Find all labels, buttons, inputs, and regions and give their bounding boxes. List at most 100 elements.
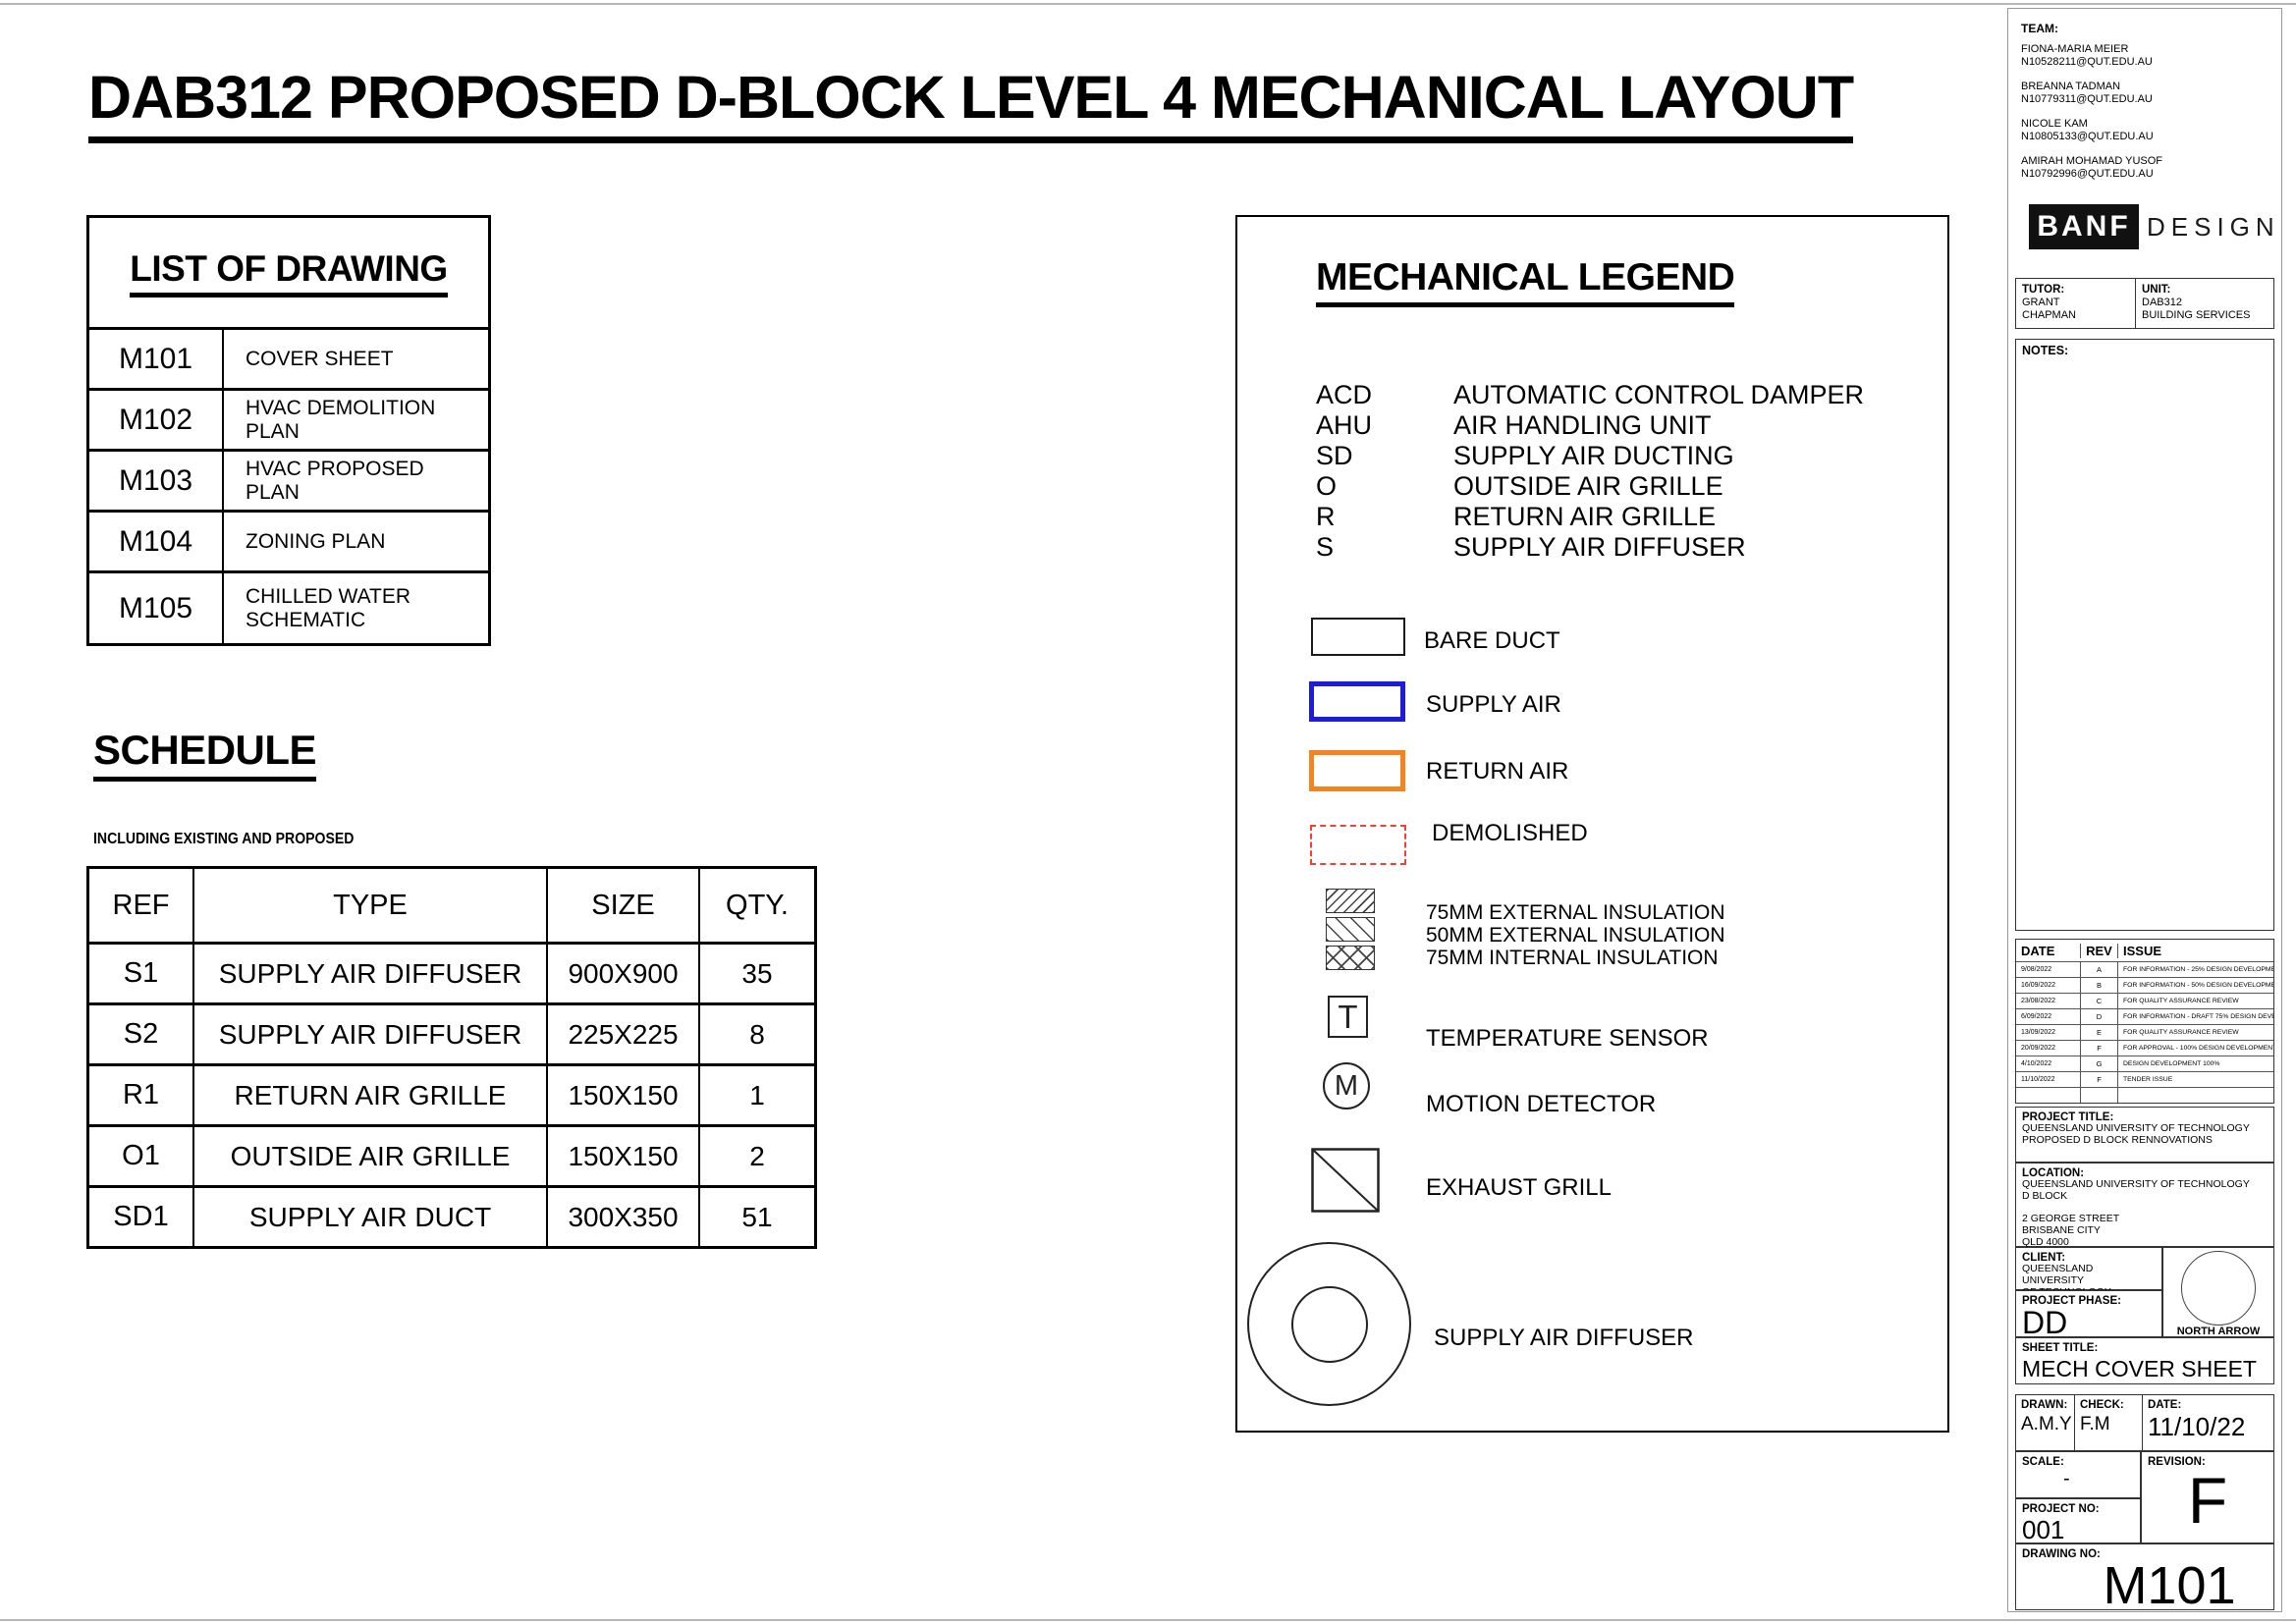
member-name: BREANNA TADMAN — [2021, 81, 2121, 92]
client-box: CLIENT: QUEENSLAND UNIVERSITY OF TECHNOL… — [2015, 1247, 2162, 1298]
diffuser-inner-circle — [1290, 1285, 1368, 1363]
project-title-value: QUEENSLAND UNIVERSITY OF TECHNOLOGY PROP… — [2022, 1122, 2250, 1146]
tutor-value: GRANT CHAPMAN — [2022, 297, 2077, 321]
north-arrow-label: NORTH ARROW — [2176, 1326, 2261, 1337]
table-row: 9/08/2022 A FOR INFORMATION - 25% DESIGN… — [2016, 961, 2273, 977]
drawing-name-cell: HVAC DEMOLITION PLAN — [246, 396, 436, 443]
member-email: N10528211@QUT.EDU.AU — [2021, 55, 2153, 68]
drawing-ref-cell: M105 — [89, 573, 224, 643]
type-cell: OUTSIDE AIR GRILLE — [194, 1127, 548, 1185]
revision-issue-cell: FOR INFORMATION - 25% DESIGN DEVELOPMENT… — [2123, 966, 2273, 973]
location-value: QUEENSLAND UNIVERSITY OF TECHNOLOGY D BL… — [2022, 1178, 2250, 1248]
column-header-type: TYPE — [194, 869, 548, 942]
column-header-ref: REF — [89, 869, 194, 942]
schedule-heading: SCHEDULE — [93, 727, 317, 782]
team-member: BREANNA TADMAN N10779311@QUT.EDU.AU — [2021, 81, 2267, 105]
abbreviation: S — [1316, 532, 1335, 562]
table-row: 23/08/2022 C FOR QUALITY ASSURANCE REVIE… — [2016, 993, 2273, 1008]
motion-detector-label: MOTION DETECTOR — [1426, 1091, 1657, 1117]
table-row: M103 HVAC PROPOSED PLAN — [86, 452, 491, 513]
abbreviation: ACD — [1316, 380, 1373, 409]
revision-issue-cell — [2118, 1088, 2273, 1103]
revision-date-cell: 16/09/2022 — [2016, 978, 2081, 993]
table-row: 6/09/2022 D FOR INFORMATION - DRAFT 75% … — [2016, 1008, 2273, 1024]
drawn-cell: DRAWN: A.M.Y — [2016, 1395, 2074, 1450]
revision-box: REVISION: F — [2141, 1451, 2274, 1543]
logo-secondary: DESIGN — [2147, 211, 2280, 242]
abbreviation-row: SD SUPPLY AIR DUCTING — [1316, 441, 1864, 471]
check-value: F.M — [2080, 1414, 2110, 1435]
revisions-rows: 9/08/2022 A FOR INFORMATION - 25% DESIGN… — [2016, 961, 2273, 1103]
revision-date-cell: 11/10/2022 — [2016, 1072, 2081, 1087]
schedule-header-row: REF TYPE SIZE QTY. — [86, 866, 817, 945]
member-email: N10792996@QUT.EDU.AU — [2021, 167, 2154, 180]
qty-cell: 8 — [749, 1018, 765, 1050]
unit-cell: UNIT: DAB312 BUILDING SERVICES — [2136, 279, 2256, 328]
abbreviation: SD — [1316, 441, 1353, 470]
legend-heading: MECHANICAL LEGEND — [1316, 256, 1735, 307]
drawing-ref-cell: M101 — [89, 330, 224, 388]
team-member: AMIRAH MOHAMAD YUSOF N10792996@QUT.EDU.A… — [2021, 155, 2267, 180]
project-phase-box: PROJECT PHASE: DD — [2015, 1290, 2162, 1338]
table-row: M104 ZONING PLAN — [86, 513, 491, 573]
banf-design-logo: BANF DESIGN — [2029, 204, 2280, 249]
project-phase-label: PROJECT PHASE: — [2022, 1295, 2121, 1307]
supply-air-symbol — [1309, 681, 1405, 722]
revision-rev-cell: B — [2081, 978, 2118, 993]
revision-rev-cell: A — [2081, 962, 2118, 977]
revision-date-cell: 4/10/2022 — [2016, 1056, 2081, 1071]
ref-cell: O1 — [89, 1127, 194, 1185]
titleblock-frame — [2007, 8, 2282, 1612]
demolished-label: DEMOLISHED — [1432, 820, 1588, 846]
project-no-label: PROJECT NO: — [2022, 1503, 2100, 1515]
ref-cell: SD1 — [89, 1188, 194, 1246]
temperature-sensor-symbol: T — [1328, 996, 1368, 1038]
drawing-no-value: M101 — [2103, 1556, 2236, 1615]
abbreviation-description: SUPPLY AIR DIFFUSER — [1453, 532, 1746, 562]
team-members: FIONA-MARIA MEIER N10528211@QUT.EDU.AU B… — [2021, 43, 2267, 180]
revision-rev-cell: C — [2081, 994, 2118, 1008]
supply-air-diffuser-symbol — [1247, 1242, 1411, 1406]
location-label: LOCATION: — [2022, 1167, 2085, 1179]
exhaust-grill-label: EXHAUST GRILL — [1426, 1174, 1612, 1201]
revision-rev-cell — [2081, 1088, 2118, 1103]
motion-detector-symbol: M — [1323, 1062, 1370, 1110]
abbreviation-description: AIR HANDLING UNIT — [1453, 410, 1712, 440]
abbreviation-description: AUTOMATIC CONTROL DAMPER — [1453, 380, 1865, 409]
drawing-name-cell: COVER SHEET — [246, 347, 394, 370]
column-header-size: SIZE — [548, 869, 700, 942]
abbreviation-row: ACD AUTOMATIC CONTROL DAMPER — [1316, 380, 1864, 410]
qty-cell: 51 — [741, 1201, 773, 1232]
revision-issue-cell: DESIGN DEVELOPMENT 100% — [2123, 1060, 2220, 1067]
ref-cell: S1 — [89, 945, 194, 1002]
revision-issue-cell: TENDER ISSUE — [2123, 1076, 2173, 1083]
return-air-symbol — [1309, 750, 1405, 791]
revision-issue-cell: FOR INFORMATION - 50% DESIGN DEVELOPMENT… — [2123, 982, 2273, 989]
revision-issue-cell: FOR INFORMATION - DRAFT 75% DESIGN DEVEL… — [2123, 1013, 2273, 1020]
drawing-ref-cell: M103 — [89, 452, 224, 510]
scale-label: SCALE: — [2022, 1456, 2064, 1468]
demolished-symbol — [1310, 825, 1406, 865]
table-row: 16/09/2022 B FOR INFORMATION - 50% DESIG… — [2016, 977, 2273, 993]
team-block: TEAM: FIONA-MARIA MEIER N10528211@QUT.ED… — [2021, 22, 2267, 192]
drawn-check-date-row: DRAWN: A.M.Y CHECK: F.M DATE: 11/10/22 — [2015, 1394, 2274, 1451]
insulation-75mm-external-symbol — [1326, 889, 1375, 913]
insulation-labels: 75MM EXTERNAL INSULATION 50MM EXTERNAL I… — [1426, 901, 1725, 969]
member-name: FIONA-MARIA MEIER — [2021, 43, 2129, 55]
revision-date-cell: 6/09/2022 — [2016, 1009, 2081, 1024]
type-cell: SUPPLY AIR DIFFUSER — [194, 1005, 548, 1063]
member-name: AMIRAH MOHAMAD YUSOF — [2021, 155, 2163, 167]
table-row: SD1 SUPPLY AIR DUCT 300X350 51 — [86, 1188, 817, 1249]
drawing-name-cell: ZONING PLAN — [246, 529, 386, 553]
check-cell: CHECK: F.M — [2074, 1395, 2142, 1450]
abbreviation-description: SUPPLY AIR DUCTING — [1453, 441, 1734, 470]
member-email: N10779311@QUT.EDU.AU — [2021, 92, 2153, 105]
revision-label: REVISION: — [2148, 1456, 2206, 1468]
table-row: S1 SUPPLY AIR DIFFUSER 900X900 35 — [86, 945, 817, 1005]
abbreviation-row: O OUTSIDE AIR GRILLE — [1316, 471, 1864, 502]
drawing-name-cell: CHILLED WATER SCHEMATIC — [246, 584, 411, 631]
table-row: R1 RETURN AIR GRILLE 150X150 1 — [86, 1066, 817, 1127]
insulation-50mm-external-symbol — [1326, 917, 1375, 942]
abbreviation-description: RETURN AIR GRILLE — [1453, 502, 1717, 531]
client-label: CLIENT: — [2022, 1252, 2066, 1264]
